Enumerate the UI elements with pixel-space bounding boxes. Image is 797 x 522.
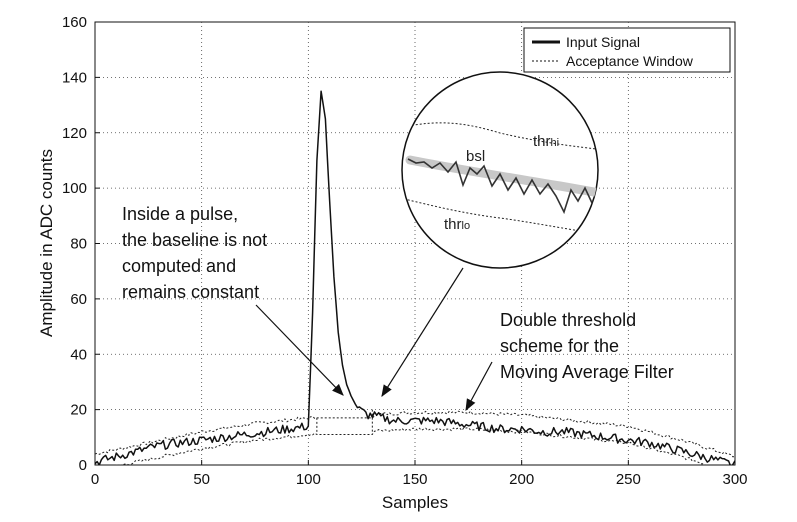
input-signal [95, 90, 735, 465]
x-tick-label: 0 [91, 471, 99, 488]
annotation-line-1: Inside a pulse, [122, 204, 238, 224]
zoom-inset-circle [401, 71, 599, 269]
input-signal-line [95, 90, 735, 465]
y-tick-label: 160 [62, 14, 87, 31]
inset-label-bsl: bsl [466, 148, 485, 165]
annotation-line-3: computed and [122, 256, 236, 276]
acceptance-window [95, 409, 735, 465]
annotation-line-7: Moving Average Filter [500, 362, 674, 382]
annotation-baseline-constant: Inside a pulse, the baseline is not comp… [122, 204, 344, 396]
annotation-double-threshold: Double threshold scheme for the Moving A… [465, 310, 674, 412]
annotation-line-5: Double threshold [500, 310, 636, 330]
annotation-line-2: the baseline is not [122, 230, 267, 250]
y-tick-label: 120 [62, 125, 87, 142]
inset-signal [407, 158, 598, 215]
y-tick-label: 100 [62, 180, 87, 197]
inset-label-thr-lo: thrlo [444, 216, 470, 233]
acceptance-window-upper [95, 410, 735, 458]
x-tick-label: 250 [616, 471, 641, 488]
y-tick-label: 20 [70, 402, 87, 419]
annotation-line-6: scheme for the [500, 336, 619, 356]
zoom-inset: thrhi bsl thrlo [381, 71, 599, 398]
x-tick-label: 150 [402, 471, 427, 488]
x-axis-label: Samples [382, 493, 448, 512]
annotation-arrow-baseline [255, 304, 344, 396]
inset-label-thr-hi: thrhi [533, 133, 559, 150]
legend-label-input-signal: Input Signal [566, 34, 640, 50]
y-tick-label: 80 [70, 236, 87, 253]
acceptance-window-lower [115, 426, 708, 465]
legend: Input Signal Acceptance Window [523, 27, 731, 73]
x-tick-label: 100 [296, 471, 321, 488]
inset-arrow [381, 267, 464, 398]
y-tick-label: 0 [79, 457, 87, 474]
inset-threshold-high [402, 122, 598, 151]
ticks: 0 50 100 150 200 250 300 0 20 40 60 80 100 120 140 160 [62, 14, 748, 488]
x-tick-label: 200 [509, 471, 534, 488]
y-axis-label: Amplitude in ADC counts [37, 149, 56, 337]
y-tick-label: 140 [62, 69, 87, 86]
inset-threshold-low [402, 197, 598, 236]
annotation-line-4: remains constant [122, 282, 259, 302]
y-tick-label: 60 [70, 291, 87, 308]
annotation-arrow-threshold [465, 361, 493, 412]
legend-label-acceptance-window: Acceptance Window [566, 53, 694, 69]
x-tick-label: 50 [193, 471, 210, 488]
y-tick-label: 40 [70, 346, 87, 363]
x-tick-label: 300 [722, 471, 747, 488]
legend-box [523, 27, 731, 73]
